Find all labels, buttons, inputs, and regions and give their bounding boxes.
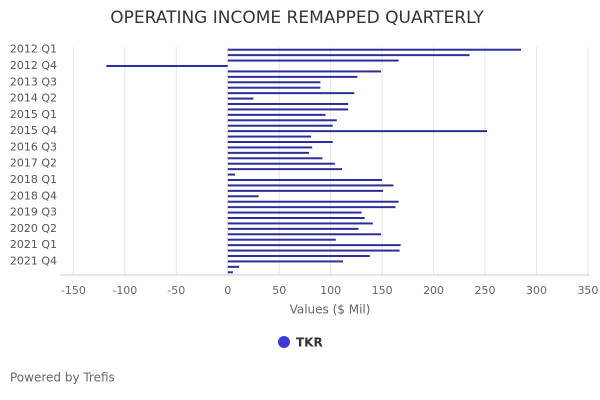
bar <box>227 162 335 165</box>
y-tick-label: 2021 Q1 <box>10 238 57 251</box>
bar <box>227 244 401 247</box>
bar <box>227 130 488 133</box>
bar <box>227 146 313 149</box>
x-tick-label: -100 <box>112 284 137 297</box>
bar <box>227 265 240 268</box>
x-tick-label: 300 <box>526 284 547 297</box>
bar <box>106 65 228 67</box>
x-tick-label: -150 <box>61 284 86 297</box>
x-tick-label: 250 <box>475 284 496 297</box>
bar <box>227 200 399 203</box>
bar <box>227 103 349 105</box>
bar <box>227 124 333 127</box>
y-tick-label: 2015 Q4 <box>10 124 57 137</box>
bar <box>227 81 321 84</box>
footer: Powered by Trefis <box>10 371 115 385</box>
bar <box>227 271 233 274</box>
bar <box>227 249 400 252</box>
bar <box>227 113 326 116</box>
bar <box>227 233 382 236</box>
bar <box>227 86 321 89</box>
bar <box>227 184 394 187</box>
x-tick-label: 350 <box>577 284 598 297</box>
y-tick-label: 2020 Q2 <box>10 222 57 235</box>
bar <box>227 238 336 241</box>
x-tick-label: -50 <box>167 284 185 297</box>
y-tick-label: 2018 Q1 <box>10 173 57 186</box>
y-tick-label: 2015 Q1 <box>10 108 57 121</box>
bar <box>227 59 399 62</box>
bar <box>227 189 384 192</box>
y-tick-label: 2012 Q4 <box>10 59 57 72</box>
x-axis-label: Values ($ Mil) <box>290 303 371 317</box>
bar <box>227 255 370 257</box>
x-tick-label: 50 <box>272 284 286 297</box>
x-tick-label: 0 <box>224 284 231 297</box>
bar <box>227 97 254 100</box>
legend-marker <box>278 336 290 348</box>
bar <box>227 195 259 198</box>
bar <box>227 179 383 181</box>
bar <box>227 75 358 78</box>
bar <box>227 260 344 263</box>
bar <box>227 173 235 176</box>
chart-title: OPERATING INCOME REMAPPED QUARTERLY <box>110 8 484 28</box>
bar <box>227 211 362 214</box>
bar <box>227 168 342 171</box>
bar <box>227 217 365 219</box>
y-tick-label: 2014 Q2 <box>10 92 57 105</box>
bar <box>227 227 359 230</box>
bar <box>227 119 337 122</box>
y-tick-label: 2019 Q3 <box>10 206 57 219</box>
x-tick-label: 150 <box>372 284 393 297</box>
x-tick-label: 200 <box>423 284 444 297</box>
bar <box>227 54 470 57</box>
bar <box>227 206 396 209</box>
y-tick-label: 2018 Q4 <box>10 189 57 202</box>
bar <box>227 141 333 143</box>
y-tick-label: 2013 Q3 <box>10 75 57 88</box>
bar <box>227 48 522 51</box>
legend-label: TKR <box>296 336 323 350</box>
bar <box>227 108 349 111</box>
bar <box>227 135 312 138</box>
bar <box>227 92 355 95</box>
bar <box>227 157 323 160</box>
y-tick-label: 2016 Q3 <box>10 140 57 153</box>
y-tick-label: 2021 Q4 <box>10 254 57 267</box>
x-tick-label: 100 <box>320 284 341 297</box>
bar <box>227 222 373 225</box>
y-tick-label: 2017 Q2 <box>10 157 57 170</box>
bar <box>227 70 382 73</box>
bar <box>227 151 310 154</box>
y-tick-label: 2012 Q1 <box>10 43 57 56</box>
